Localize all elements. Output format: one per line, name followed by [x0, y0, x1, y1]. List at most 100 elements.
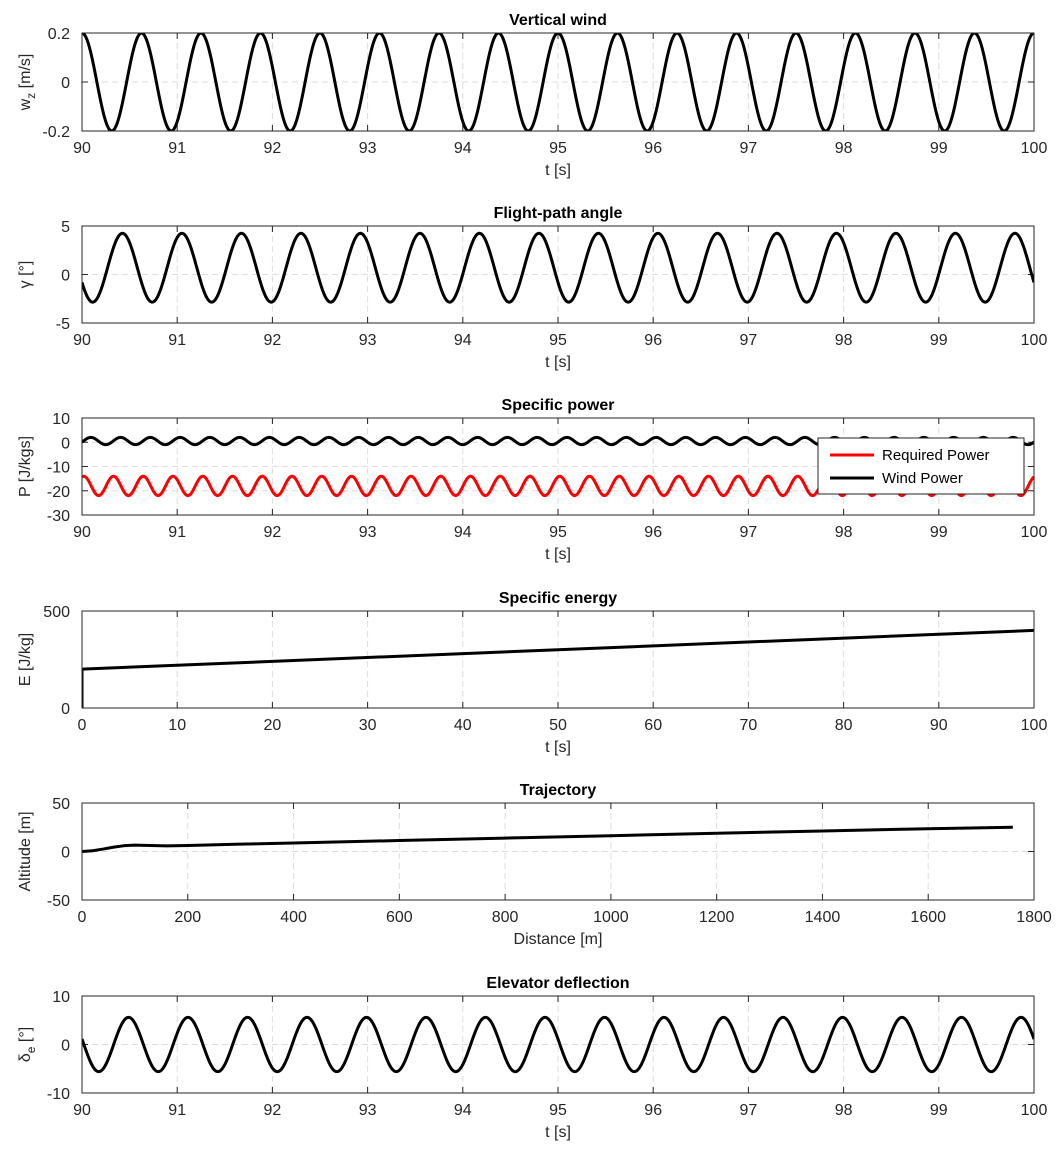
elevator-deflection-x-tick-label: 95: [549, 1102, 567, 1119]
elevator-deflection-title: Elevator deflection: [486, 975, 629, 992]
vertical-wind-x-tick-label: 96: [644, 140, 662, 157]
specific-energy-x-tick-label: 100: [1021, 717, 1048, 734]
specific-power-x-tick-label: 94: [454, 524, 472, 541]
elevator-deflection-panel: 90 91 92 93 94 95 96 97 98 99 100 -10 0 10 Elevator de…: [17, 975, 1047, 1141]
elevator-deflection-x-tick-label: 98: [835, 1102, 853, 1119]
specific-power-x-tick-label: 92: [264, 524, 282, 541]
elevator-deflection-y-axis-label: δe [°]: [17, 1027, 38, 1062]
flight-path-angle-y-tick-label: -5: [56, 316, 70, 333]
vertical-wind-x-axis-label: t [s]: [545, 162, 571, 179]
vertical-wind-x-tick-label: 97: [740, 140, 758, 157]
vertical-wind-x-tick-label: 90: [73, 140, 91, 157]
specific-energy-y-tick-label: 0: [61, 701, 70, 718]
flight-path-angle-x-tick-label: 97: [740, 332, 758, 349]
trajectory-x-tick-label: 1800: [1016, 909, 1052, 926]
specific-power-x-tick-label: 95: [549, 524, 567, 541]
trajectory-x-tick-label: 1600: [910, 909, 946, 926]
specific-energy-y-tick-label: 500: [43, 604, 70, 621]
trajectory-axes-box: [81, 802, 1035, 901]
vertical-wind-y-tick-label: 0: [61, 75, 70, 92]
specific-power-y-tick-label: 0: [61, 435, 70, 452]
trajectory-x-tick-label: 400: [280, 909, 307, 926]
specific-power-y-tick-label: -10: [47, 460, 70, 477]
vertical-wind-x-tick-label: 92: [264, 140, 282, 157]
vertical-wind-series-line: [82, 33, 1034, 131]
specific-energy-x-tick-label: 60: [644, 717, 662, 734]
vertical-wind-x-tick-label: 93: [359, 140, 377, 157]
specific-power-x-tick-label: 99: [930, 524, 948, 541]
specific-energy-x-tick-label: 90: [930, 717, 948, 734]
specific-power-x-tick-label: 96: [644, 524, 662, 541]
elevator-deflection-x-tick-label: 96: [644, 1102, 662, 1119]
vertical-wind-x-tick-label: 100: [1021, 140, 1048, 157]
vertical-wind-y-tick-label: 0.2: [48, 26, 70, 43]
flight-path-angle-title: Flight-path angle: [494, 205, 623, 222]
specific-power-x-axis-label: t [s]: [545, 546, 571, 563]
elevator-deflection-axes-box: [81, 995, 1035, 1094]
specific-energy-series-line: [82, 628, 1034, 708]
flight-path-angle-y-tick-label: 5: [61, 219, 70, 236]
elevator-deflection-y-tick-label: 0: [61, 1038, 70, 1055]
trajectory-x-axis-label: Distance [m]: [514, 931, 603, 948]
specific-power-y-tick-label: 10: [52, 411, 70, 428]
legend-box: [817, 437, 1025, 495]
specific-power-x-tick-label: 91: [168, 524, 186, 541]
flight-path-angle-x-tick-label: 100: [1021, 332, 1048, 349]
specific-energy-x-tick-label: 30: [359, 717, 377, 734]
specific-energy-y-axis-label: E [J/kg]: [17, 633, 34, 686]
elevator-deflection-x-tick-label: 100: [1021, 1102, 1048, 1119]
specific-energy-x-tick-label: 20: [264, 717, 282, 734]
flight-path-angle-x-axis-label: t [s]: [545, 354, 571, 371]
specific-power-y-tick-label: -30: [47, 508, 70, 525]
trajectory-title: Trajectory: [520, 782, 597, 799]
elevator-deflection-x-tick-label: 94: [454, 1102, 472, 1119]
trajectory-x-tick-label: 200: [174, 909, 201, 926]
specific-power-x-tick-label: 97: [740, 524, 758, 541]
flight-path-angle-x-tick-label: 91: [168, 332, 186, 349]
elevator-deflection-x-tick-label: 99: [930, 1102, 948, 1119]
elevator-deflection-x-tick-label: 90: [73, 1102, 91, 1119]
elevator-deflection-x-tick-label: 91: [168, 1102, 186, 1119]
vertical-wind-panel: 90 91 92 93 94 95 96 97 98 99 100 -0.2 0 0.2 Vertical …: [17, 12, 1047, 179]
legend-label: Wind Power: [882, 470, 963, 487]
flight-path-angle-x-tick-label: 93: [359, 332, 377, 349]
specific-energy-panel: 0 10 20 30 40 50 60 70 80 90 100 0 500 Specific energ…: [17, 590, 1047, 756]
flight-path-angle-axes-box: [81, 225, 1035, 324]
specific-energy-x-axis-label: t [s]: [545, 739, 571, 756]
specific-energy-x-tick-label: 50: [549, 717, 567, 734]
elevator-deflection-y-tick-label: -10: [47, 1086, 70, 1103]
elevator-deflection-y-tick-label: 10: [52, 989, 70, 1006]
specific-energy-axes-box: [81, 610, 1035, 709]
flight-path-angle-x-tick-label: 90: [73, 332, 91, 349]
specific-power-x-tick-label: 100: [1021, 524, 1048, 541]
trajectory-x-tick-label: 1400: [805, 909, 841, 926]
specific-energy-x-tick-label: 0: [78, 717, 87, 734]
flight-path-angle-x-tick-label: 99: [930, 332, 948, 349]
specific-power-legend: Required Power Wind Power: [817, 437, 1025, 495]
trajectory-series-line: [82, 825, 1013, 853]
specific-power-y-axis-label: P [J/kgs]: [17, 436, 34, 497]
trajectory-x-tick-label: 1200: [699, 909, 735, 926]
flight-path-angle-panel: 90 91 92 93 94 95 96 97 98 99 100 -5 0 5 Flight-path a…: [17, 205, 1047, 371]
trajectory-x-tick-label: 600: [386, 909, 413, 926]
specific-power-axes-box: [81, 417, 1035, 516]
vertical-wind-x-tick-label: 99: [930, 140, 948, 157]
specific-power-x-tick-label: 93: [359, 524, 377, 541]
specific-energy-x-tick-label: 10: [168, 717, 186, 734]
vertical-wind-x-tick-label: 98: [835, 140, 853, 157]
vertical-wind-title: Vertical wind: [509, 12, 607, 29]
trajectory-x-tick-label: 800: [492, 909, 519, 926]
flight-path-angle-series-line: [82, 231, 1034, 304]
specific-power-x-tick-label: 98: [835, 524, 853, 541]
specific-power-y-tick-label: -20: [47, 484, 70, 501]
specific-power-title: Specific power: [502, 397, 615, 414]
trajectory-panel: 0 200 400 600 800 1000 1200 1400 1600 1800 -50 0 50 T…: [17, 782, 1052, 948]
vertical-wind-x-tick-label: 95: [549, 140, 567, 157]
trajectory-x-tick-label: 0: [78, 909, 87, 926]
vertical-wind-y-axis-label: wz [m/s]: [17, 54, 38, 112]
flight-path-angle-y-tick-label: 0: [61, 268, 70, 285]
specific-energy-title: Specific energy: [499, 590, 617, 607]
trajectory-y-tick-label: -50: [47, 893, 70, 910]
elevator-deflection-series-line: [82, 1015, 1034, 1074]
